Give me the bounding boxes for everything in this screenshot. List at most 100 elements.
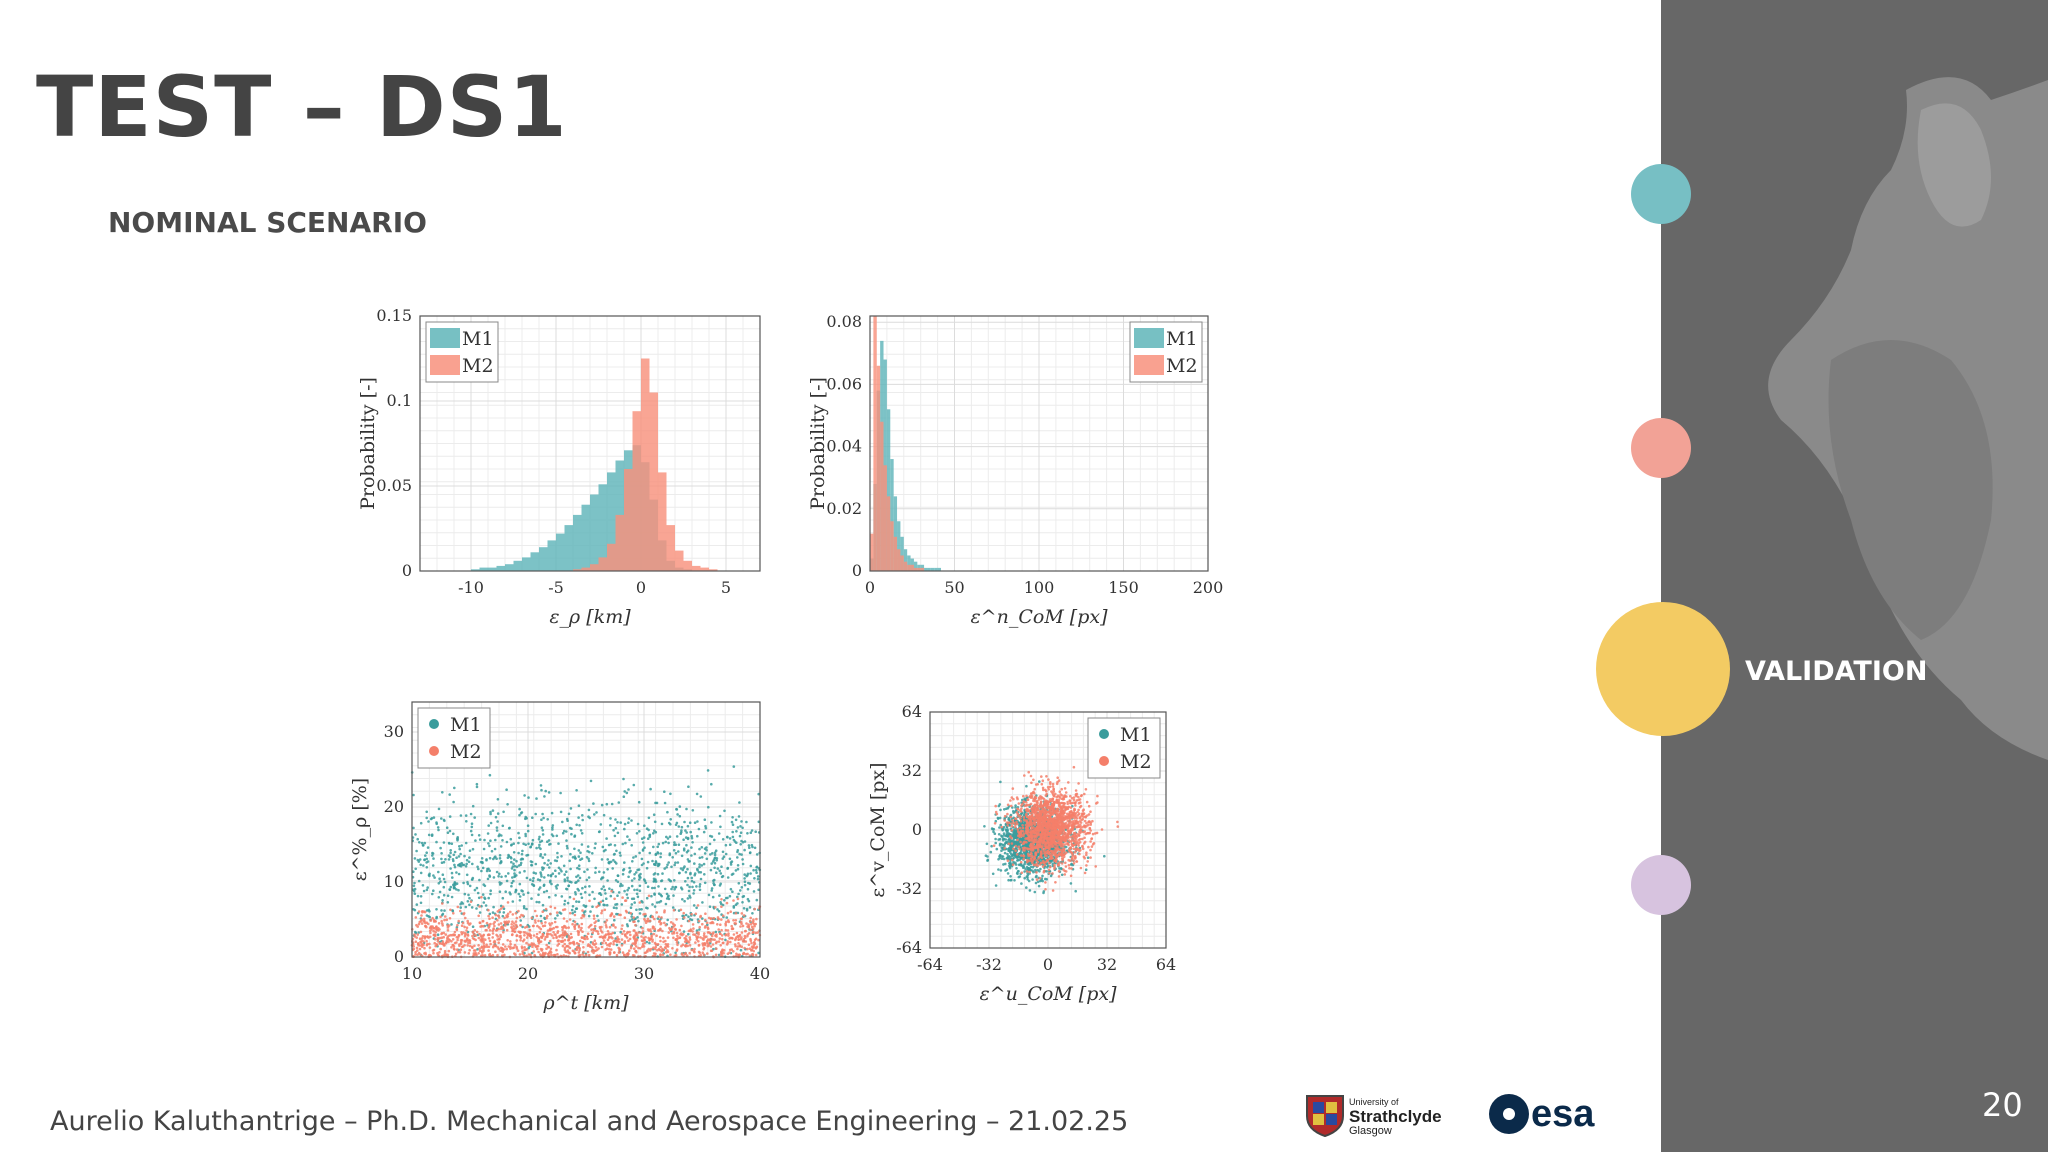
point-m2 <box>459 948 463 951</box>
point-m1 <box>483 838 486 842</box>
point-m1 <box>609 843 612 846</box>
point-m1 <box>726 876 730 879</box>
point-m2 <box>549 933 552 936</box>
point-m1 <box>756 877 760 881</box>
point-m2 <box>487 914 490 918</box>
point-m1 <box>652 832 655 835</box>
point-m2 <box>539 953 542 956</box>
point-m1 <box>488 773 492 777</box>
point-m1 <box>475 785 479 789</box>
point-m1 <box>599 893 603 897</box>
point-m2 <box>657 915 661 919</box>
point-m1 <box>612 828 615 832</box>
point-m1 <box>518 836 521 840</box>
point-m1 <box>518 813 521 817</box>
point-m2 <box>671 922 675 925</box>
point-m2 <box>480 950 484 953</box>
point-m1 <box>561 820 564 824</box>
point-m1 <box>686 867 689 871</box>
point-m2 <box>509 947 512 950</box>
bar-m2 <box>903 561 908 571</box>
point-m2 <box>614 926 617 929</box>
point-m2 <box>568 918 572 921</box>
point-m2 <box>656 948 659 952</box>
point-m1 <box>502 907 506 910</box>
point-m2 <box>534 921 537 924</box>
point-m2 <box>436 940 440 943</box>
bar-m2 <box>870 533 874 571</box>
bar-m2 <box>883 465 887 571</box>
point-m2 <box>712 917 716 920</box>
point-m1 <box>512 862 515 866</box>
point-m2 <box>721 941 725 945</box>
point-m1 <box>527 925 531 928</box>
point-m1 <box>449 867 452 870</box>
point-m2 <box>714 906 717 909</box>
point-m2 <box>503 916 506 920</box>
point-m2 <box>431 916 434 920</box>
point-m1 <box>740 886 744 889</box>
point-m1 <box>482 901 486 904</box>
point-m1 <box>633 873 636 876</box>
point-m1 <box>437 896 441 899</box>
point-m2 <box>556 944 559 947</box>
point-m2 <box>634 949 638 953</box>
bar-m1 <box>590 494 599 571</box>
point-m2 <box>439 915 442 919</box>
point-m2 <box>592 951 595 955</box>
point-m2 <box>683 936 686 940</box>
point-m1 <box>648 851 652 855</box>
point-m1 <box>627 817 631 820</box>
point-m2 <box>754 931 757 935</box>
point-m1 <box>437 882 441 885</box>
point-m1 <box>703 852 707 855</box>
point-m2 <box>593 921 596 925</box>
point-m1 <box>679 867 683 870</box>
point-m1 <box>688 821 692 824</box>
point-m1 <box>435 908 438 911</box>
point-m2 <box>426 942 429 946</box>
point-m1 <box>425 816 428 820</box>
point-m2 <box>732 919 735 922</box>
point-m1 <box>550 882 553 886</box>
point-m1 <box>422 864 425 867</box>
point-m1 <box>523 869 526 873</box>
point-m1 <box>748 846 751 849</box>
point-m2 <box>714 953 718 957</box>
point-m1 <box>723 809 726 813</box>
point-m1 <box>616 821 619 824</box>
point-m2 <box>446 929 450 932</box>
point-m1 <box>719 872 723 875</box>
point-m1 <box>518 882 522 886</box>
point-m1 <box>1003 851 1007 855</box>
point-m1 <box>425 857 429 861</box>
point-m2 <box>652 925 655 929</box>
point-m1 <box>481 893 485 896</box>
point-m2 <box>720 905 723 908</box>
bar-m1 <box>897 521 901 571</box>
point-m2 <box>667 931 671 934</box>
point-m1 <box>667 841 670 845</box>
point-m2 <box>416 933 419 936</box>
point-m1 <box>574 907 578 910</box>
point-m1 <box>1064 845 1068 849</box>
point-m1 <box>491 911 495 914</box>
point-m1 <box>716 867 720 870</box>
point-m1 <box>641 841 645 844</box>
point-m2 <box>573 925 576 929</box>
point-m2 <box>443 915 447 918</box>
point-m2 <box>754 953 758 957</box>
point-m2 <box>1028 811 1032 815</box>
point-m1 <box>698 863 701 866</box>
point-m1 <box>999 823 1002 827</box>
point-m2 <box>456 923 459 927</box>
point-m2 <box>608 925 612 929</box>
point-m2 <box>636 934 639 937</box>
point-m1 <box>731 830 734 834</box>
point-m1 <box>726 835 729 839</box>
point-m2 <box>663 921 666 925</box>
point-m1 <box>499 845 503 848</box>
legend-label-m1: M1 <box>450 714 482 736</box>
point-m2 <box>742 952 746 955</box>
point-m1 <box>635 892 639 896</box>
